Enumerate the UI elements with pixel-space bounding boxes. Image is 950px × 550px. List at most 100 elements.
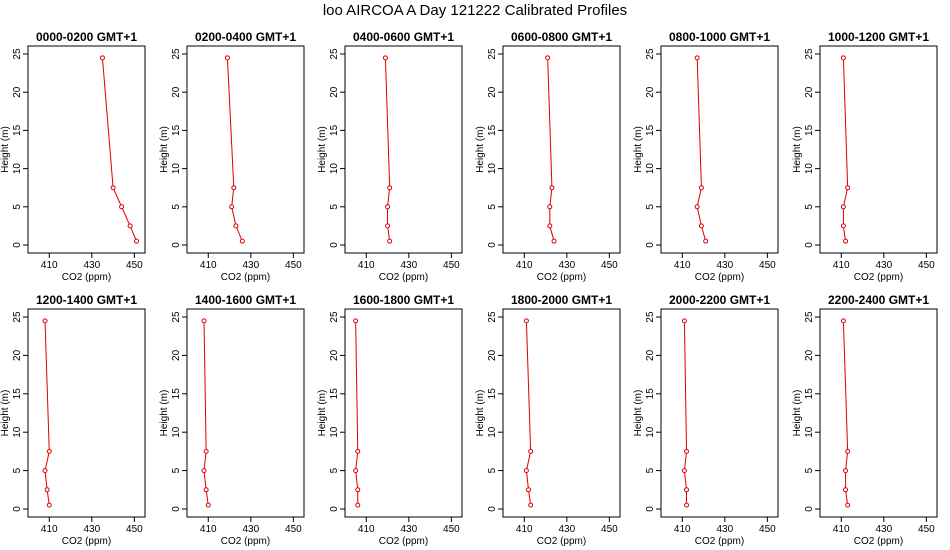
profile-panel: 0800-1000 GMT+1 410 430 450 CO2 (ppm) 0 5 10 15 2… bbox=[633, 30, 779, 283]
data-point bbox=[684, 502, 690, 508]
data-point bbox=[385, 204, 391, 210]
data-point bbox=[201, 468, 207, 474]
y-tick-label: 0 bbox=[329, 242, 340, 248]
data-point bbox=[231, 185, 237, 191]
data-point bbox=[239, 238, 245, 244]
y-tick-label: 5 bbox=[804, 467, 815, 473]
x-tick-label: 450 bbox=[126, 524, 143, 535]
co2-profile-line bbox=[226, 57, 243, 242]
x-tick-label: 450 bbox=[759, 524, 776, 535]
y-tick-label: 10 bbox=[12, 163, 23, 175]
data-point bbox=[355, 487, 361, 493]
plot-frame bbox=[27, 45, 146, 254]
x-tick-label: 450 bbox=[443, 260, 460, 271]
y-tick-label: 15 bbox=[804, 124, 815, 136]
y-tick-label: 15 bbox=[329, 124, 340, 136]
x-tick-label: 430 bbox=[242, 260, 259, 271]
x-tick-label: 430 bbox=[875, 260, 892, 271]
y-tick-label: 0 bbox=[804, 506, 815, 512]
plot-frame bbox=[660, 45, 779, 254]
y-tick-label: 20 bbox=[171, 86, 182, 98]
co2-profile-line bbox=[842, 320, 849, 506]
y-tick-label: 15 bbox=[645, 124, 656, 136]
profile-panel: 2000-2200 GMT+1 410 430 450 CO2 (ppm) 0 5 10 15 2… bbox=[633, 293, 779, 547]
co2-profile-line bbox=[683, 320, 688, 506]
y-tick-label: 20 bbox=[804, 349, 815, 361]
y-tick-label: 25 bbox=[171, 48, 182, 60]
y-tick-label: 0 bbox=[804, 242, 815, 248]
y-axis-label: Height (m) bbox=[475, 390, 486, 437]
y-tick-label: 25 bbox=[12, 311, 23, 323]
y-tick-label: 10 bbox=[487, 163, 498, 175]
y-axis-label: Height (m) bbox=[0, 126, 11, 173]
y-tick-label: 20 bbox=[645, 349, 656, 361]
x-tick-label: 430 bbox=[242, 524, 259, 535]
x-axis-label: CO2 (ppm) bbox=[537, 272, 586, 283]
y-tick-label: 5 bbox=[645, 467, 656, 473]
co2-profile-line bbox=[384, 57, 391, 242]
co2-profile-line bbox=[355, 320, 359, 506]
panel-title: 0600-0800 GMT+1 bbox=[511, 30, 612, 44]
panel-title: 1400-1600 GMT+1 bbox=[195, 293, 296, 307]
y-tick-label: 25 bbox=[804, 48, 815, 60]
data-point bbox=[843, 487, 849, 493]
co2-profile-line bbox=[842, 57, 849, 242]
x-axis-label: CO2 (ppm) bbox=[854, 536, 903, 547]
data-point bbox=[44, 487, 50, 493]
y-tick-label: 25 bbox=[487, 48, 498, 60]
y-tick-label: 25 bbox=[487, 311, 498, 323]
y-tick-label: 10 bbox=[329, 426, 340, 438]
data-point bbox=[681, 468, 687, 474]
x-axis-label: CO2 (ppm) bbox=[62, 536, 111, 547]
data-point bbox=[840, 223, 846, 229]
y-tick-label: 15 bbox=[645, 388, 656, 400]
y-tick-label: 20 bbox=[12, 86, 23, 98]
data-point bbox=[547, 223, 553, 229]
x-axis-label: CO2 (ppm) bbox=[537, 536, 586, 547]
y-axis-label: Height (m) bbox=[792, 126, 803, 173]
y-tick-label: 5 bbox=[12, 204, 23, 210]
x-tick-label: 430 bbox=[716, 524, 733, 535]
data-point bbox=[528, 448, 534, 454]
co2-profile-line bbox=[547, 57, 555, 242]
data-point bbox=[843, 238, 849, 244]
y-axis-label: Height (m) bbox=[317, 126, 328, 173]
panel-title: 1200-1400 GMT+1 bbox=[36, 293, 137, 307]
co2-profile-line bbox=[44, 320, 50, 506]
x-tick-label: 450 bbox=[918, 524, 935, 535]
y-tick-label: 25 bbox=[171, 311, 182, 323]
y-tick-label: 10 bbox=[12, 426, 23, 438]
x-axis-label: CO2 (ppm) bbox=[695, 272, 744, 283]
panel-title: 0000-0200 GMT+1 bbox=[36, 30, 137, 44]
x-tick-label: 430 bbox=[558, 260, 575, 271]
data-point bbox=[387, 185, 393, 191]
profile-panel: 1600-1800 GMT+1 410 430 450 CO2 (ppm) 0 5 10 15 2… bbox=[317, 293, 463, 547]
co2-profile-line bbox=[101, 57, 137, 242]
y-tick-label: 15 bbox=[329, 388, 340, 400]
y-tick-label: 25 bbox=[645, 311, 656, 323]
panel-title: 2000-2200 GMT+1 bbox=[669, 293, 770, 307]
y-tick-label: 5 bbox=[329, 204, 340, 210]
y-tick-label: 15 bbox=[12, 124, 23, 136]
y-tick-label: 5 bbox=[171, 467, 182, 473]
x-tick-label: 430 bbox=[875, 524, 892, 535]
data-point bbox=[42, 468, 48, 474]
y-tick-label: 15 bbox=[804, 388, 815, 400]
y-axis-label: Height (m) bbox=[317, 390, 328, 437]
x-tick-label: 410 bbox=[200, 260, 217, 271]
y-tick-label: 5 bbox=[487, 204, 498, 210]
panel-title: 1800-2000 GMT+1 bbox=[511, 293, 612, 307]
x-tick-label: 410 bbox=[674, 524, 691, 535]
y-tick-label: 10 bbox=[329, 163, 340, 175]
y-tick-label: 15 bbox=[487, 388, 498, 400]
x-axis-label: CO2 (ppm) bbox=[221, 272, 270, 283]
x-tick-label: 410 bbox=[833, 260, 850, 271]
x-tick-label: 410 bbox=[674, 260, 691, 271]
plot-frame bbox=[27, 308, 146, 518]
co2-profile-line bbox=[525, 320, 532, 506]
y-tick-label: 5 bbox=[329, 467, 340, 473]
x-axis-label: CO2 (ppm) bbox=[379, 536, 428, 547]
x-tick-label: 410 bbox=[516, 260, 533, 271]
x-tick-label: 450 bbox=[126, 260, 143, 271]
x-tick-label: 410 bbox=[516, 524, 533, 535]
